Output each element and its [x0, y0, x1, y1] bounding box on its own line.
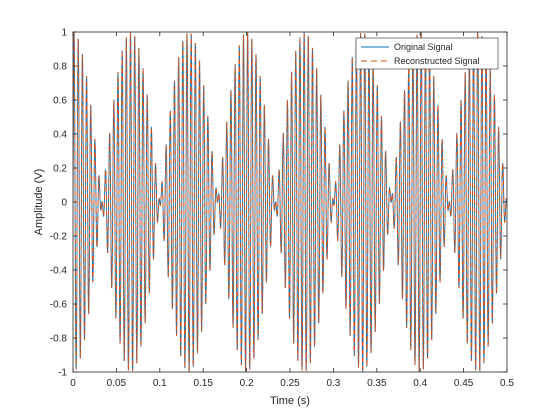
y-tick-label: -0.2 — [50, 232, 68, 243]
y-tick-label: 0 — [61, 198, 67, 209]
x-tick-label: 0.3 — [326, 378, 340, 389]
y-tick-label: 0.6 — [53, 96, 67, 107]
y-tick-label: 0.8 — [53, 62, 67, 73]
y-tick-label: 0.2 — [53, 164, 67, 175]
y-axis-label: Amplitude (V) — [33, 169, 45, 236]
y-tick-label: -0.4 — [50, 266, 68, 277]
x-tick-label: 0.15 — [193, 378, 213, 389]
series-line-reconstructed-signal — [73, 32, 507, 372]
x-tick-label: 0.35 — [367, 378, 387, 389]
x-axis-label: Time (s) — [270, 395, 310, 407]
legend-label-reconstructed-signal: Reconstructed Signal — [394, 56, 480, 66]
x-tick-label: 0.4 — [413, 378, 427, 389]
x-tick-label: 0.2 — [240, 378, 254, 389]
x-tick-label: 0.1 — [153, 378, 167, 389]
x-tick-label: 0 — [70, 378, 76, 389]
legend: Original Signal Reconstructed Signal — [355, 37, 499, 70]
y-tick-label: -1 — [58, 368, 67, 379]
x-tick-label: 0.05 — [107, 378, 127, 389]
y-axis: -1 -0.8 -0.6 -0.4 -0.2 0 0.2 0.4 0.6 0.8 1 — [50, 28, 507, 379]
x-tick-label: 0.45 — [454, 378, 474, 389]
series-layer — [73, 32, 507, 372]
x-tick-label: 0.5 — [500, 378, 514, 389]
y-tick-label: 0.4 — [53, 130, 67, 141]
legend-label-original-signal: Original Signal — [394, 42, 453, 52]
legend-box — [355, 37, 499, 70]
x-tick-label: 0.25 — [280, 378, 300, 389]
y-tick-label: -0.6 — [50, 300, 68, 311]
y-tick-label: -0.8 — [50, 334, 68, 345]
x-axis: 0 0.05 0.1 0.15 0.2 0.25 0.3 0.35 0.4 0.45 0.5 — [70, 32, 514, 389]
y-tick-label: 1 — [61, 28, 67, 39]
